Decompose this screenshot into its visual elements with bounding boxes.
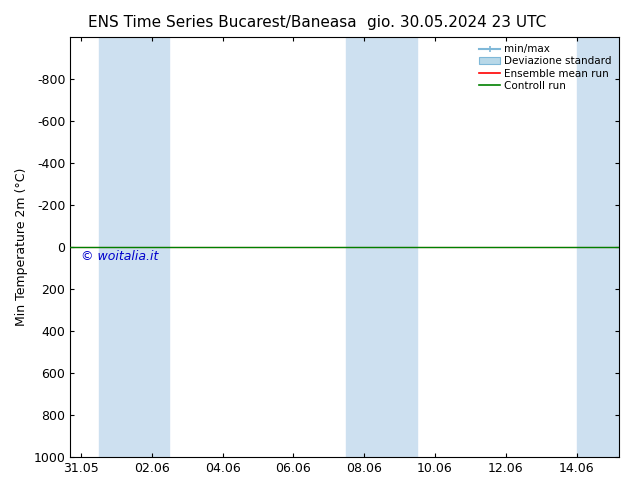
- Legend: min/max, Deviazione standard, Ensemble mean run, Controll run: min/max, Deviazione standard, Ensemble m…: [477, 42, 614, 93]
- Text: gio. 30.05.2024 23 UTC: gio. 30.05.2024 23 UTC: [367, 15, 546, 30]
- Bar: [346, 37, 417, 457]
- Text: ENS Time Series Bucarest/Baneasa: ENS Time Series Bucarest/Baneasa: [87, 15, 356, 30]
- Y-axis label: Min Temperature 2m (°C): Min Temperature 2m (°C): [15, 168, 28, 326]
- Bar: [576, 37, 619, 457]
- Text: © woitalia.it: © woitalia.it: [81, 250, 158, 263]
- Bar: [99, 37, 169, 457]
